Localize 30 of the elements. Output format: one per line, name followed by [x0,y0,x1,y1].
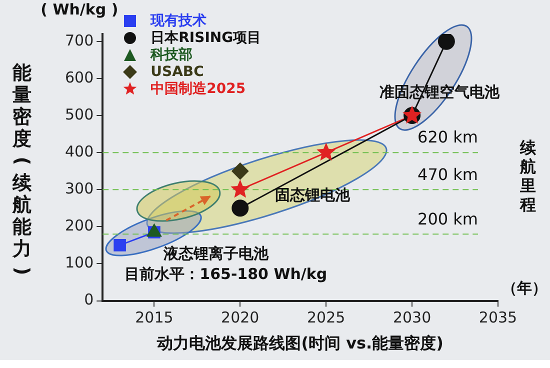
text: （年） [502,279,547,298]
legend-label: USABC [150,64,204,80]
ref-line-label: 470 km [418,164,478,184]
ref-line-label: 620 km [418,128,478,147]
x-tick-label: 2020 [221,308,260,327]
y-tick-label: 0 [84,290,94,309]
text: ( Wh/kg ) [40,0,118,18]
annotation: 目前水平：165-180 Wh/kg [124,265,328,284]
text: 续航里程 [519,138,537,214]
legend-label: 中国制造2025 [150,80,246,98]
y-tick-label: 600 [64,68,94,86]
x-axis-title: 动力电池发展路线图(时间 vs.能量密度) [156,334,444,353]
legend-label: 日本RISING项目 [150,28,262,46]
x-tick-label: 2030 [392,308,432,327]
ref-line-label: 200 km [418,209,478,228]
point [438,34,455,50]
x-tick-label: 2015 [135,308,174,327]
legend-label: 科技部 [150,46,193,64]
point [114,239,126,252]
y-tick-label: 200 [64,216,94,235]
y-tick-label: 700 [64,31,94,50]
x-tick-label: 2035 [478,308,518,327]
legend-label: 现有技术 [150,12,207,30]
y-tick-label: 400 [64,142,94,160]
y-tick-label: 300 [64,180,94,198]
y-tick-label: 100 [64,254,94,272]
y-tick-label: 500 [64,105,94,124]
annotation: 液态锂离子电池 [162,244,270,262]
x-tick-label: 2025 [307,308,346,327]
text: 能量密度(续航能力) [11,62,33,276]
